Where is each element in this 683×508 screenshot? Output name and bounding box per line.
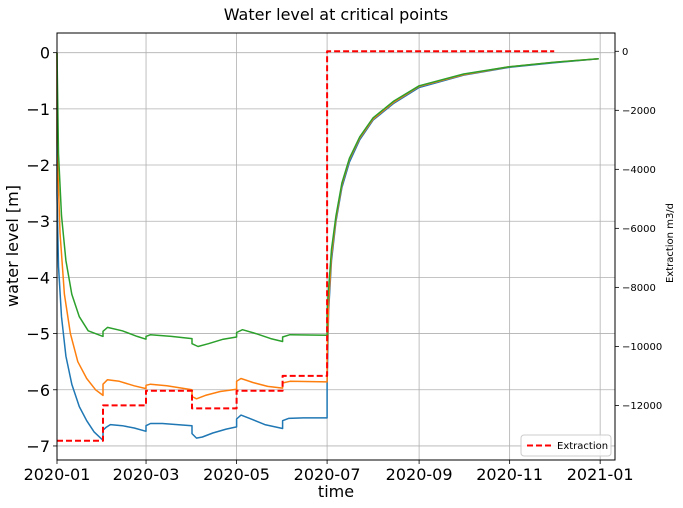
y2-tick-label: −10000 — [622, 342, 662, 353]
y-tick-label: 0 — [40, 44, 50, 63]
series-lines — [56, 50, 599, 442]
y2-tick-label: −6000 — [622, 224, 656, 235]
y2-tick-label: 0 — [622, 47, 628, 58]
chart-title: Water level at critical points — [224, 5, 449, 24]
y-tick-label: −2 — [26, 156, 50, 175]
x-tick-label: 2020-09 — [386, 465, 453, 484]
x-axis-ticks: 2020-01 2020-03 2020-05 2020-07 2020-09 2020-… — [24, 460, 634, 484]
x-tick-label: 2020-05 — [203, 465, 270, 484]
x-tick-label: 2020-03 — [113, 465, 180, 484]
x-tick-label: 2020-07 — [294, 465, 361, 484]
legend-box — [520, 434, 612, 457]
y-tick-label: −6 — [26, 381, 50, 400]
y-axis-ticks: 0 −1 −2 −3 −4 −5 −6 −7 — [26, 44, 57, 456]
y2-axis-ticks: 0 −2000 −4000 −6000 −8000 −10000 −12000 — [615, 47, 662, 412]
x-tick-label: 2021-01 — [567, 465, 634, 484]
y-tick-label: −4 — [26, 268, 50, 287]
y2-tick-label: −8000 — [622, 283, 656, 294]
y2-tick-label: −2000 — [622, 106, 656, 117]
x-axis-label: time — [318, 482, 354, 501]
x-tick-label: 2020-01 — [24, 465, 91, 484]
y-axis-label: water level [m] — [3, 185, 22, 307]
y-tick-label: −5 — [26, 325, 50, 344]
legend: Extraction — [520, 434, 612, 457]
legend-label-extraction: Extraction — [557, 441, 608, 452]
extraction-line — [57, 50, 555, 442]
water-level-line-1 — [56, 52, 599, 442]
y2-tick-label: −4000 — [622, 165, 656, 176]
y2-tick-label: −12000 — [622, 401, 662, 412]
y-tick-label: −7 — [26, 437, 50, 456]
grid-lines — [56, 33, 615, 460]
x-tick-label: 2020-11 — [476, 465, 543, 484]
plot-frame — [56, 32, 616, 461]
y-tick-label: −3 — [26, 212, 50, 231]
y-tick-label: −1 — [26, 100, 50, 119]
y2-axis-label: Extraction m3/d — [665, 203, 676, 283]
water-level-line-3 — [56, 52, 599, 348]
